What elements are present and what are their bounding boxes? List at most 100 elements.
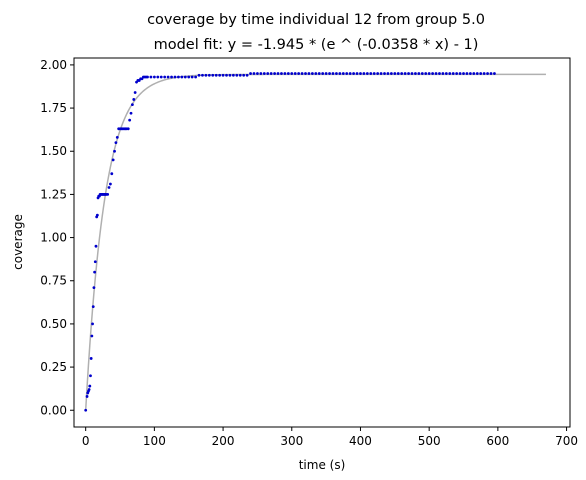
data-point: [89, 374, 92, 377]
data-point: [146, 76, 149, 79]
data-point: [84, 409, 87, 412]
y-tick-label: 2.00: [40, 58, 67, 72]
data-point: [128, 119, 131, 122]
y-tick-label: 1.50: [40, 144, 67, 158]
data-point: [205, 74, 208, 77]
data-point: [253, 72, 256, 75]
data-point: [94, 260, 97, 263]
data-point: [225, 74, 228, 77]
data-point: [109, 183, 112, 186]
data-point: [387, 72, 390, 75]
data-point: [106, 193, 109, 196]
data-point: [246, 74, 249, 77]
data-point: [113, 150, 116, 153]
y-tick-label: 0.00: [40, 403, 67, 417]
data-point: [349, 72, 352, 75]
data-point: [407, 72, 410, 75]
data-point: [86, 395, 89, 398]
y-tick-label: 0.25: [40, 360, 67, 374]
data-point: [235, 74, 238, 77]
data-point: [376, 72, 379, 75]
data-point: [170, 76, 173, 79]
data-points-layer: [84, 72, 496, 412]
data-point: [242, 74, 245, 77]
data-point: [338, 72, 341, 75]
data-point: [366, 72, 369, 75]
fit-curve: [86, 74, 546, 410]
data-point: [273, 72, 276, 75]
fit-curve-layer: [86, 74, 546, 410]
data-point: [215, 74, 218, 77]
data-point: [297, 72, 300, 75]
data-point: [448, 72, 451, 75]
data-point: [153, 76, 156, 79]
data-point: [431, 72, 434, 75]
data-point: [263, 72, 266, 75]
data-point: [404, 72, 407, 75]
data-point: [180, 76, 183, 79]
data-point: [93, 271, 96, 274]
data-point: [301, 72, 304, 75]
data-point: [476, 72, 479, 75]
data-point: [201, 74, 204, 77]
data-point: [356, 72, 359, 75]
x-axis-label: time (s): [299, 458, 346, 472]
data-point: [369, 72, 372, 75]
data-point: [90, 335, 93, 338]
data-point: [452, 72, 455, 75]
data-point: [115, 141, 118, 144]
data-point: [93, 286, 96, 289]
data-point: [112, 158, 115, 161]
data-point: [304, 72, 307, 75]
data-point: [187, 76, 190, 79]
data-point: [198, 74, 201, 77]
data-point: [177, 76, 180, 79]
data-point: [383, 72, 386, 75]
data-point: [486, 72, 489, 75]
data-point: [194, 76, 197, 79]
data-point: [88, 385, 91, 388]
data-point: [345, 72, 348, 75]
y-tick-label: 1.00: [40, 231, 67, 245]
data-point: [393, 72, 396, 75]
data-point: [469, 72, 472, 75]
data-point: [318, 72, 321, 75]
data-point: [314, 72, 317, 75]
data-point: [335, 72, 338, 75]
data-point: [270, 72, 273, 75]
data-point: [88, 388, 91, 391]
data-point: [174, 76, 177, 79]
data-point: [131, 103, 134, 106]
data-point: [290, 72, 293, 75]
plot-area: [84, 72, 546, 412]
data-point: [222, 74, 225, 77]
data-point: [421, 72, 424, 75]
data-point: [325, 72, 328, 75]
data-point: [363, 72, 366, 75]
data-point: [256, 72, 259, 75]
data-point: [466, 72, 469, 75]
data-point: [163, 76, 166, 79]
data-point: [445, 72, 448, 75]
data-point: [110, 172, 113, 175]
x-tick-label: 100: [143, 434, 166, 448]
data-point: [280, 72, 283, 75]
chart-subtitle: model fit: y = -1.945 * (e ^ (-0.0358 * …: [154, 37, 479, 53]
x-tick-label: 0: [82, 434, 90, 448]
data-point: [352, 72, 355, 75]
data-point: [328, 72, 331, 75]
data-point: [483, 72, 486, 75]
data-point: [277, 72, 280, 75]
data-point: [455, 72, 458, 75]
data-point: [332, 72, 335, 75]
data-point: [92, 305, 95, 308]
data-point: [91, 323, 94, 326]
data-point: [156, 76, 159, 79]
data-point: [95, 245, 98, 248]
data-point: [411, 72, 414, 75]
data-point: [414, 72, 417, 75]
y-tick-label: 0.50: [40, 317, 67, 331]
data-point: [127, 127, 130, 130]
x-tick-label: 200: [212, 434, 235, 448]
